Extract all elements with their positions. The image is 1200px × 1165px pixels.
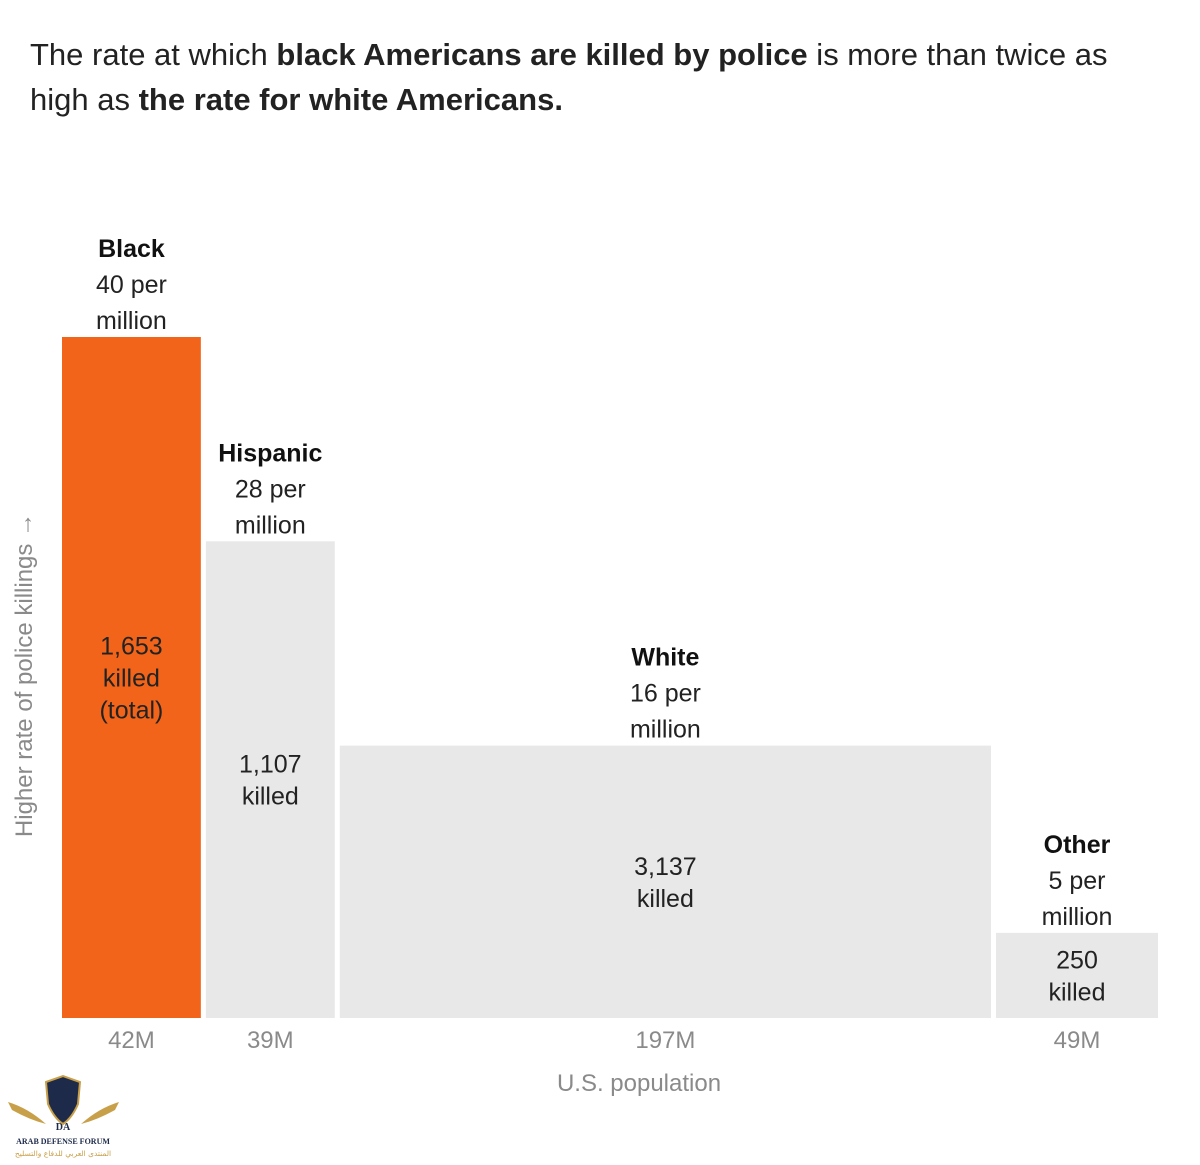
rate-label-white-line2: million [630, 716, 701, 744]
category-label-black: Black [98, 235, 165, 263]
killed-label-black-line3: (total) [99, 697, 163, 725]
x-axis-label: U.S. population [557, 1070, 721, 1097]
bar-white [339, 745, 992, 1018]
population-label-black: 42M [108, 1027, 155, 1054]
rate-label-black-line2: million [96, 307, 167, 335]
title-part-4: the rate for white Americans. [138, 82, 563, 117]
category-label-other: Other [1044, 831, 1111, 859]
bar-black [62, 337, 201, 1018]
killed-label-hispanic: 1,107 [239, 751, 302, 779]
category-label-white: White [631, 644, 699, 672]
shield-wings-icon: DA ARAB DEFENSE FORUM المنتدى العربي للد… [8, 1074, 119, 1158]
killed-label-black-line2: killed [103, 665, 160, 693]
rate-label-other-line2: million [1042, 903, 1113, 931]
rate-label-hispanic-line2: million [235, 511, 306, 539]
killed-label-white-line2: killed [637, 885, 694, 913]
category-label-hispanic: Hispanic [218, 439, 322, 467]
killed-label-black: 1,653 [100, 633, 163, 661]
killed-label-other-line2: killed [1049, 978, 1106, 1006]
rate-label-black: 40 per [96, 271, 167, 299]
logo-arabic: المنتدى العربي للدفاع والتسليح [15, 1149, 111, 1158]
population-label-other: 49M [1054, 1027, 1101, 1054]
title-part-3: is more than twice as high as [30, 37, 1108, 117]
title-part-1: The rate at which [30, 37, 277, 72]
arab-defense-forum-logo: DA ARAB DEFENSE FORUM المنتدى العربي للد… [6, 1074, 121, 1160]
killed-label-white: 3,137 [634, 853, 697, 881]
population-label-hispanic: 39M [247, 1027, 294, 1054]
logo-initials: DA [56, 1122, 71, 1133]
y-axis-label: Higher rate of police killings → [11, 513, 38, 837]
bar-other [996, 932, 1158, 1018]
killed-label-other: 250 [1056, 946, 1098, 974]
chart-title: The rate at which black Americans are ki… [30, 32, 1170, 122]
killed-label-hispanic-line2: killed [242, 783, 299, 811]
population-label-white: 197M [635, 1027, 695, 1054]
rate-label-white: 16 per [630, 680, 701, 708]
rate-label-hispanic: 28 per [235, 475, 306, 503]
logo-name: ARAB DEFENSE FORUM [16, 1137, 110, 1146]
bar-hispanic [205, 541, 335, 1018]
title-part-2: black Americans are killed by police [276, 37, 808, 72]
rate-label-other: 5 per [1049, 867, 1106, 895]
